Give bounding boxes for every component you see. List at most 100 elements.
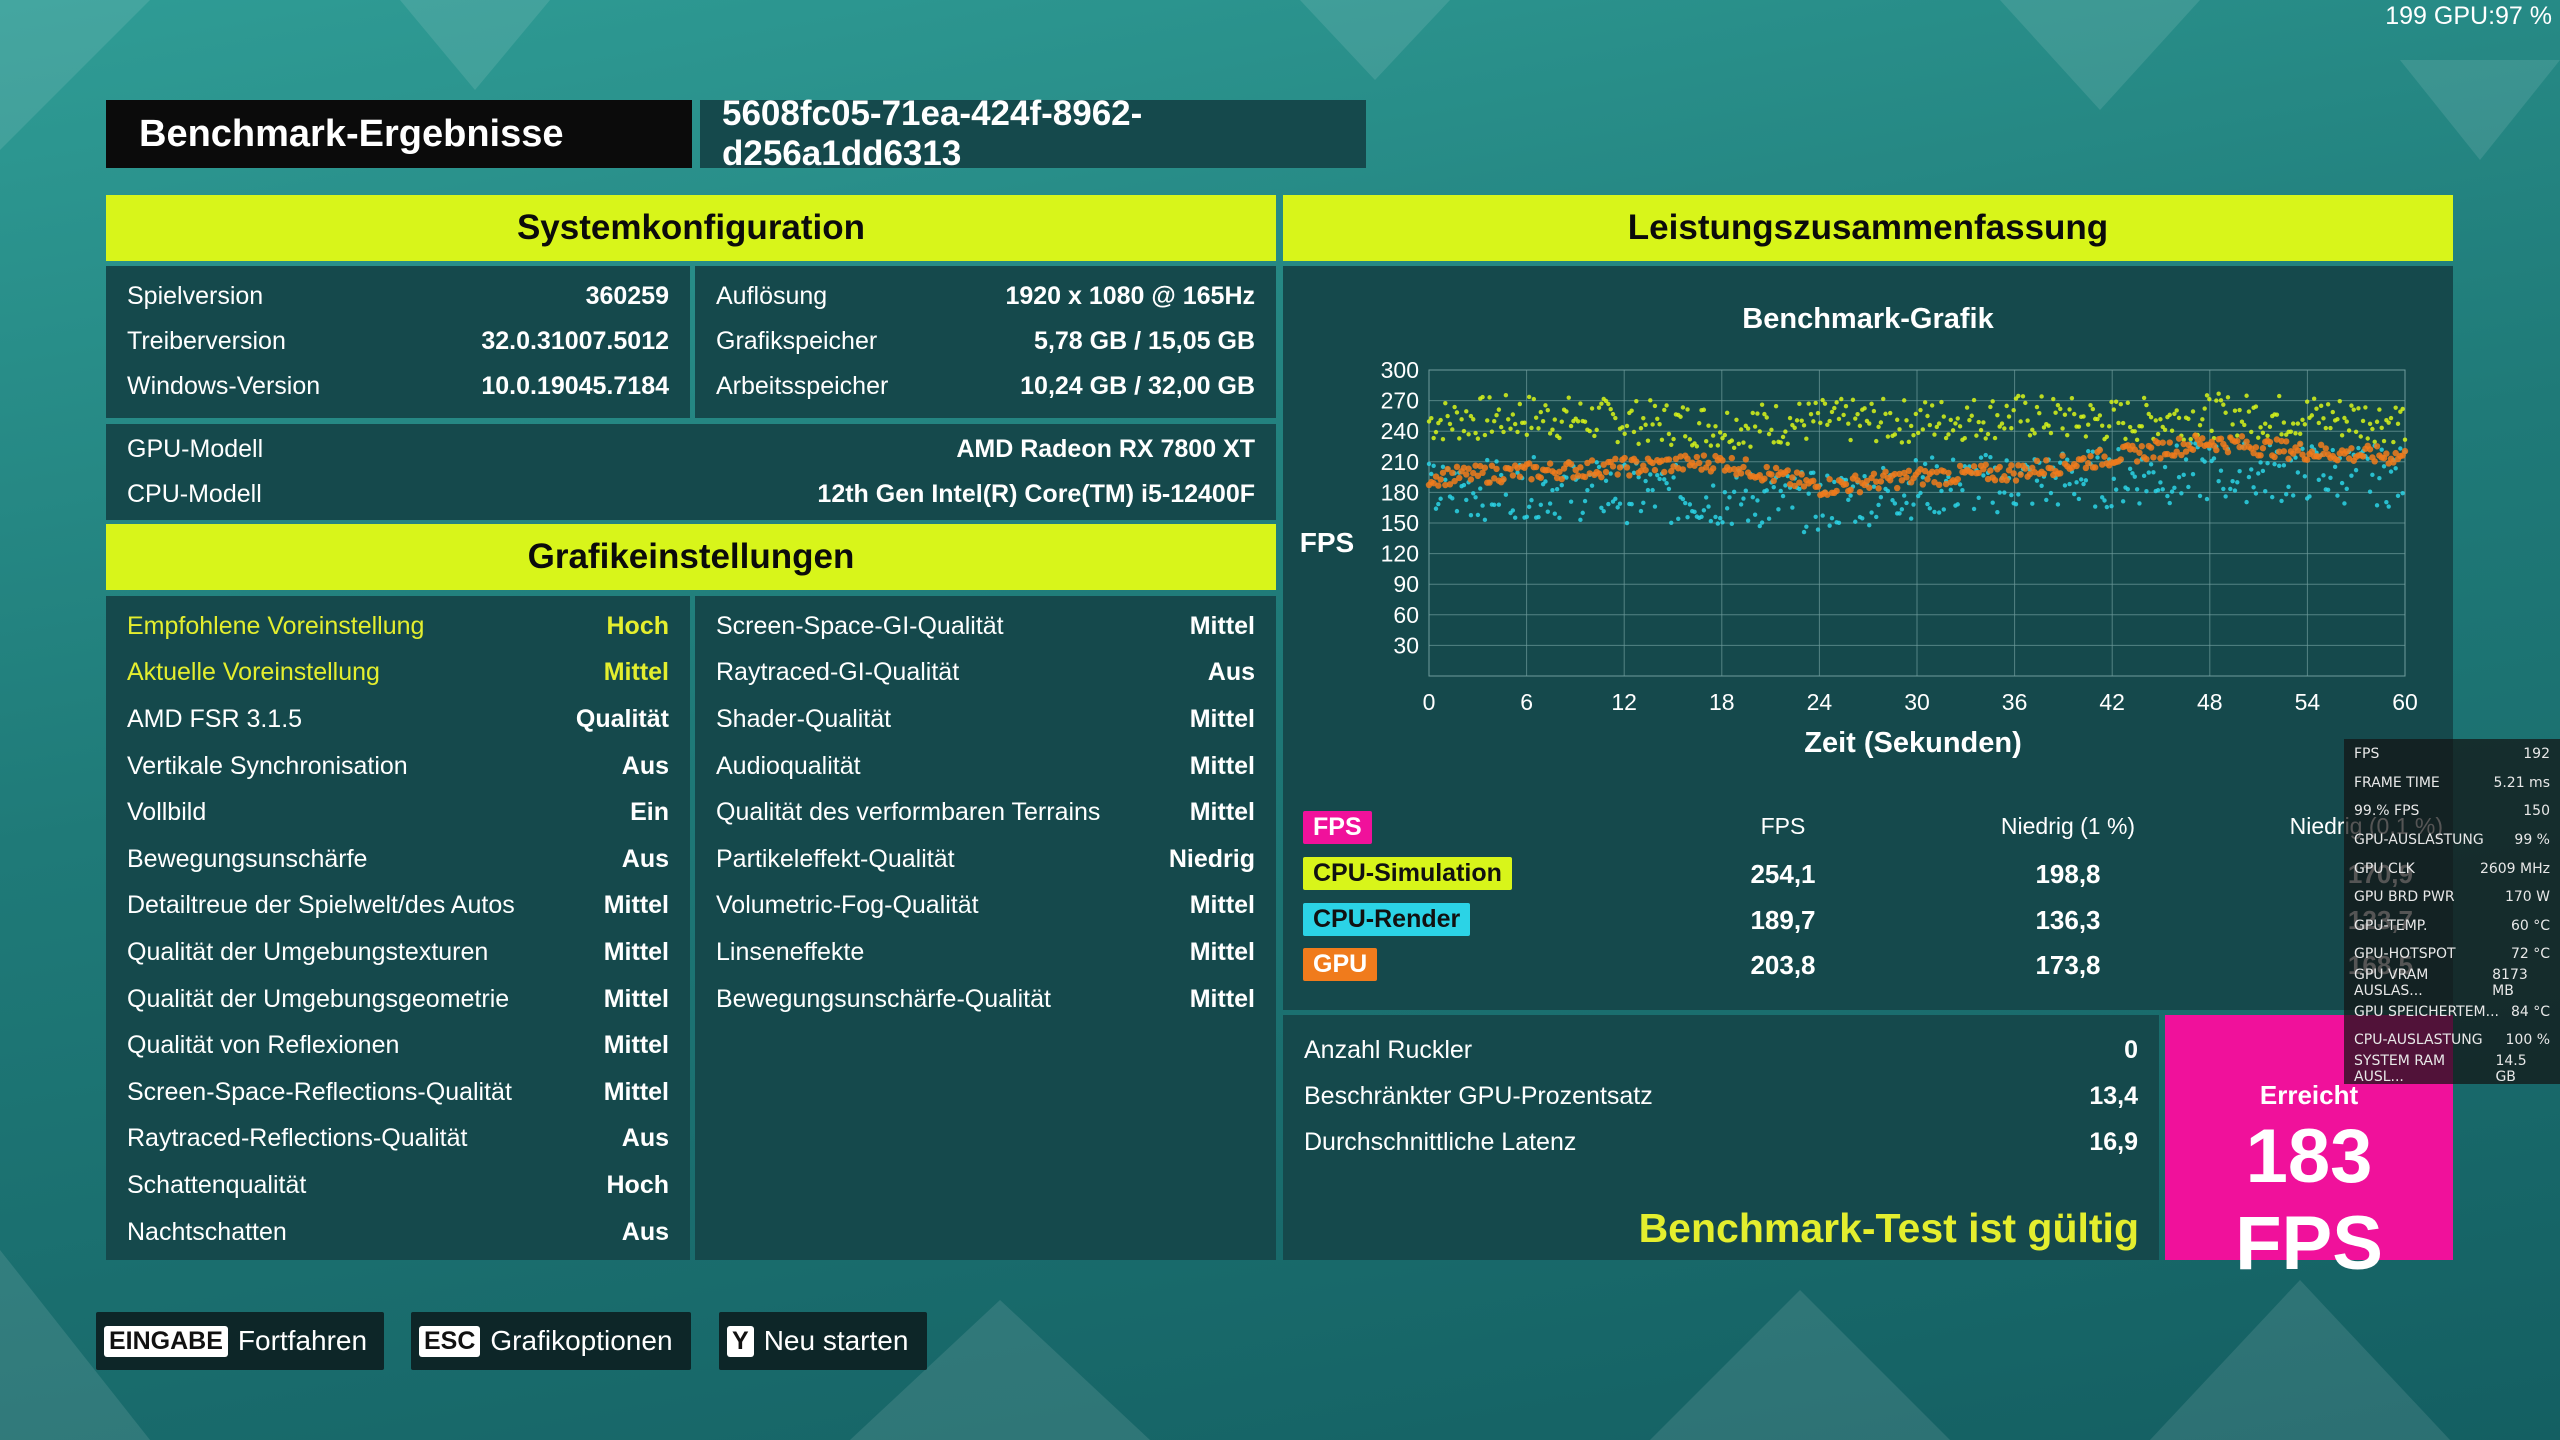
data-point (2372, 439, 2377, 445)
data-point (2276, 448, 2283, 455)
data-point (1684, 455, 1691, 462)
data-point (2266, 438, 2274, 446)
data-point (1971, 397, 1977, 403)
data-point (2288, 429, 2294, 434)
data-point (2263, 421, 2268, 426)
data-point (2391, 439, 2396, 445)
data-point (1936, 510, 1942, 515)
data-point (1871, 484, 1877, 489)
data-point (2010, 470, 2017, 477)
graphics-options-button[interactable]: ESC Grafikoptionen (411, 1312, 691, 1370)
data-point (2309, 444, 2315, 449)
data-point (2109, 504, 2114, 509)
data-point (1811, 419, 1816, 424)
data-point (1446, 481, 1454, 488)
overlay-row: GPU BRD PWR 170 W (2344, 883, 2560, 912)
data-point (1874, 514, 1879, 520)
data-point (1705, 459, 1712, 467)
data-point (1623, 464, 1631, 471)
continue-button[interactable]: EINGABE Fortfahren (96, 1312, 384, 1370)
row-value: 5,78 GB / 15,05 GB (1034, 327, 1255, 355)
row-label: Qualität der Umgebungsgeometrie (127, 984, 510, 1013)
data-point (2030, 427, 2035, 433)
table-header: FPS (1760, 813, 1806, 839)
data-point (1971, 506, 1977, 512)
data-point (1715, 521, 1721, 526)
data-point (1606, 401, 1611, 407)
data-point (1922, 400, 1928, 405)
data-point (1572, 466, 1579, 474)
data-point (1882, 468, 1889, 475)
data-point (2016, 492, 2021, 497)
data-point (2294, 447, 2302, 454)
data-point (1599, 401, 1604, 406)
data-point (2386, 504, 2391, 509)
data-point (1759, 520, 1765, 525)
data-point (1450, 496, 1455, 501)
data-point (2067, 407, 2072, 412)
data-point (2144, 402, 2149, 408)
data-point (1546, 460, 1554, 467)
data-point (1869, 510, 1874, 515)
data-point (1948, 417, 1953, 423)
data-point (1558, 475, 1565, 483)
data-point (1669, 520, 1674, 526)
data-point (1710, 483, 1716, 488)
data-point (2353, 467, 2359, 473)
data-point (2176, 474, 2182, 480)
data-point (1508, 426, 1513, 431)
series-cpu-render (1426, 440, 2408, 535)
row-label: Windows-Version (127, 372, 321, 400)
data-point (2258, 460, 2263, 465)
data-point (2072, 491, 2077, 497)
data-point (2132, 429, 2137, 434)
data-point (2172, 411, 2177, 417)
data-point (1772, 464, 1780, 472)
data-point (1932, 432, 1937, 437)
data-point (2384, 499, 2389, 505)
data-point (1843, 404, 1849, 409)
data-point (1473, 495, 1478, 500)
data-point (2099, 423, 2105, 428)
data-point (1832, 405, 1837, 411)
data-point (2272, 461, 2277, 467)
data-point (1936, 421, 1942, 426)
data-point (2379, 425, 2384, 431)
data-point (1509, 472, 1517, 479)
restart-button[interactable]: Y Neu starten (719, 1312, 927, 1370)
data-point (2263, 488, 2268, 494)
graphics-row: Bewegungsunschärfe Aus (106, 836, 690, 883)
cell: 203,8 (1750, 950, 1816, 980)
data-point (2230, 478, 2235, 484)
data-point (1742, 456, 1749, 463)
achieved-label: Erreicht (2259, 1080, 2359, 1110)
graphics-row: Qualität der Umgebungsgeometrie Mittel (106, 976, 690, 1023)
data-point (2186, 416, 2191, 422)
data-point (2113, 399, 2119, 404)
data-point (2092, 504, 2098, 509)
data-point (1617, 501, 1623, 506)
row-label: Anzahl Ruckler (1304, 1035, 1473, 1064)
data-point (2165, 493, 2170, 499)
row-label: Grafikspeicher (716, 327, 878, 355)
row-label: Detailtreue der Spielwelt/des Autos (127, 891, 515, 920)
data-point (1540, 418, 1546, 424)
data-point (2040, 470, 2048, 477)
row-value: Qualität (575, 704, 669, 733)
data-point (2025, 418, 2030, 423)
data-point (1726, 466, 1733, 473)
data-point (1545, 509, 1550, 514)
overlay-label: GPU CLK (2354, 860, 2415, 877)
overlay-value: 99 % (2514, 832, 2550, 849)
data-point (1517, 401, 1523, 407)
data-point (1741, 440, 1746, 445)
data-point (2348, 445, 2355, 452)
data-point (1826, 476, 1833, 483)
row-label: Spielversion (127, 282, 264, 310)
data-point (1436, 420, 1441, 426)
data-point (1715, 443, 1721, 448)
data-point (1680, 405, 1686, 410)
data-point (2034, 478, 2040, 483)
data-point (1566, 395, 1571, 400)
fps-table: FPS FPS Niedrig (1 %) Niedrig (0,1 %) CP… (1283, 811, 2453, 1001)
